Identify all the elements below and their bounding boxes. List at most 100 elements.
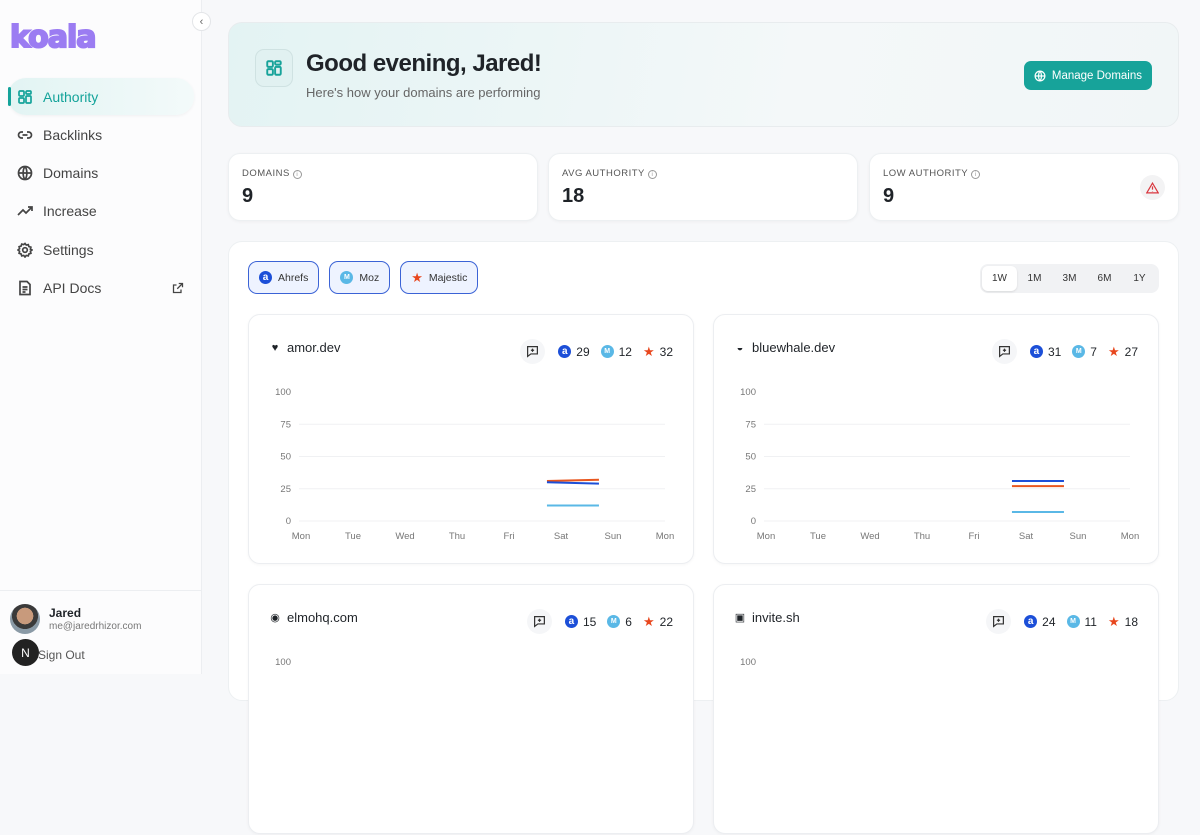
grid-icon xyxy=(18,89,32,104)
x-tick-label: Wed xyxy=(395,531,414,542)
info-icon[interactable]: i xyxy=(292,170,302,179)
filter-ahrefs[interactable]: a Ahrefs xyxy=(248,261,320,294)
y-tick-label: 100 xyxy=(275,387,291,398)
sidebar-item-api-docs[interactable]: API Docs xyxy=(8,269,194,306)
message-plus-icon xyxy=(998,346,1010,358)
x-tick-label: Sun xyxy=(1070,531,1087,542)
moz-icon: M xyxy=(1072,345,1086,358)
majestic-score: 22 xyxy=(659,614,673,629)
domain-title[interactable]: ◒ bluewhale.dev xyxy=(734,340,835,355)
time-range-selector: 1W 1M 3M 6M 1Y xyxy=(980,264,1159,293)
info-icon[interactable]: i xyxy=(647,170,657,179)
add-note-button[interactable] xyxy=(526,609,552,634)
sidebar: koala Authority Backlinks Domains Increa… xyxy=(0,0,202,674)
range-3m[interactable]: 3M xyxy=(1062,273,1077,284)
user-name: Jared xyxy=(49,606,82,620)
filter-label: Moz xyxy=(359,271,380,284)
authority-line-chart: 100 xyxy=(275,657,291,668)
welcome-banner: Good evening, Jared! Here's how your dom… xyxy=(228,22,1179,127)
ahrefs-icon: a xyxy=(564,615,578,628)
stat-label: LOW AUTHORITY i xyxy=(883,168,981,179)
stat-value: 9 xyxy=(242,185,254,207)
domain-title[interactable]: ♥ amor.dev xyxy=(269,340,341,355)
ahrefs-score: 24 xyxy=(1042,614,1056,629)
ahrefs-icon: a xyxy=(259,271,272,284)
link-icon xyxy=(17,130,33,139)
sign-out-button[interactable]: Sign Out xyxy=(38,648,85,662)
majestic-score: 32 xyxy=(659,344,673,359)
domain-name: invite.sh xyxy=(752,610,800,625)
add-note-button[interactable] xyxy=(986,609,1012,634)
y-tick-label: 0 xyxy=(751,516,756,527)
x-tick-label: Wed xyxy=(860,531,879,542)
sidebar-item-settings[interactable]: Settings xyxy=(8,231,194,268)
globe-icon xyxy=(1034,70,1046,81)
sidebar-item-label: Backlinks xyxy=(43,126,103,143)
x-tick-label: Tue xyxy=(345,531,361,542)
range-1m[interactable]: 1M xyxy=(1027,273,1042,284)
range-1y[interactable]: 1Y xyxy=(1133,273,1146,284)
heart-icon: ♥ xyxy=(271,341,279,354)
user-email: me@jaredrhizor.com xyxy=(49,621,142,632)
stat-label-text: AVG AUTHORITY xyxy=(562,168,645,179)
x-tick-label: Fri xyxy=(503,531,514,542)
info-icon[interactable]: i xyxy=(971,170,981,179)
domain-title[interactable]: ◉ elmohq.com xyxy=(269,610,358,625)
stat-value: 9 xyxy=(883,185,895,207)
ahrefs-icon: a xyxy=(558,345,572,358)
page-title: Good evening, Jared! xyxy=(306,50,542,77)
sidebar-item-backlinks[interactable]: Backlinks xyxy=(8,116,194,153)
collapse-sidebar-button[interactable]: ‹ xyxy=(192,12,211,31)
chevron-left-icon: ‹ xyxy=(199,15,204,28)
sidebar-item-label: Increase xyxy=(43,203,97,220)
y-tick-label: 0 xyxy=(286,516,291,527)
domain-name: elmohq.com xyxy=(287,610,358,625)
filter-moz[interactable]: M Moz xyxy=(329,261,391,294)
majestic-score: 18 xyxy=(1124,614,1138,629)
range-1w[interactable]: 1W xyxy=(982,266,1017,291)
authority-line-chart: 0 25 50 75 100 Mon Tue Wed Thu Fri Sat Sun Mon xyxy=(740,387,1139,542)
calendar-icon: ▣ xyxy=(734,612,746,624)
filter-majestic[interactable]: ★ Majestic xyxy=(400,261,479,294)
warning-icon xyxy=(1140,175,1165,200)
message-plus-icon xyxy=(993,616,1005,628)
stat-label: DOMAINS i xyxy=(242,168,302,179)
next-dev-badge[interactable]: N xyxy=(12,639,39,666)
majestic-series-line[interactable] xyxy=(546,478,599,483)
manage-domains-button[interactable]: Manage Domains xyxy=(1023,61,1152,90)
domain-title[interactable]: ▣ invite.sh xyxy=(734,610,800,625)
y-tick-label: 25 xyxy=(745,484,756,495)
ahrefs-series-line[interactable] xyxy=(546,481,599,485)
moz-icon: M xyxy=(607,615,621,628)
add-note-button[interactable] xyxy=(991,339,1017,364)
range-6m[interactable]: 6M xyxy=(1097,273,1112,284)
page-subtitle: Here's how your domains are performing xyxy=(306,85,541,100)
sidebar-item-label: API Docs xyxy=(43,279,102,296)
x-tick-label: Thu xyxy=(449,531,465,542)
y-tick-label: 25 xyxy=(280,484,291,495)
stat-label-text: DOMAINS xyxy=(242,168,290,179)
add-note-button[interactable] xyxy=(520,339,546,364)
sidebar-item-authority[interactable]: Authority xyxy=(8,78,194,115)
stat-label: AVG AUTHORITY i xyxy=(562,168,657,179)
star-icon: ★ xyxy=(642,344,655,359)
koala-logo[interactable]: koala xyxy=(9,19,98,56)
trending-up-icon xyxy=(17,206,33,216)
external-link-icon xyxy=(172,282,184,294)
score-summary: a 24 M 11 ★ 18 xyxy=(986,609,1138,634)
ahrefs-score: 31 xyxy=(1047,344,1062,359)
sidebar-item-domains[interactable]: Domains xyxy=(8,155,194,192)
x-tick-label: Mon xyxy=(656,531,674,542)
user-profile[interactable]: Jared me@jaredrhizor.com Sign Out N xyxy=(0,590,201,674)
domain-chart-card: ▣ invite.sh a 24 M 11 ★ 18 100 xyxy=(713,584,1159,834)
document-icon xyxy=(19,280,31,296)
sidebar-item-increase[interactable]: Increase xyxy=(8,193,194,230)
ahrefs-score: 29 xyxy=(576,344,590,359)
x-tick-label: Sun xyxy=(605,531,622,542)
grid-icon xyxy=(255,49,293,87)
sidebar-item-label: Settings xyxy=(43,241,94,258)
y-tick-label: 75 xyxy=(745,419,756,430)
x-tick-label: Mon xyxy=(1121,531,1139,542)
